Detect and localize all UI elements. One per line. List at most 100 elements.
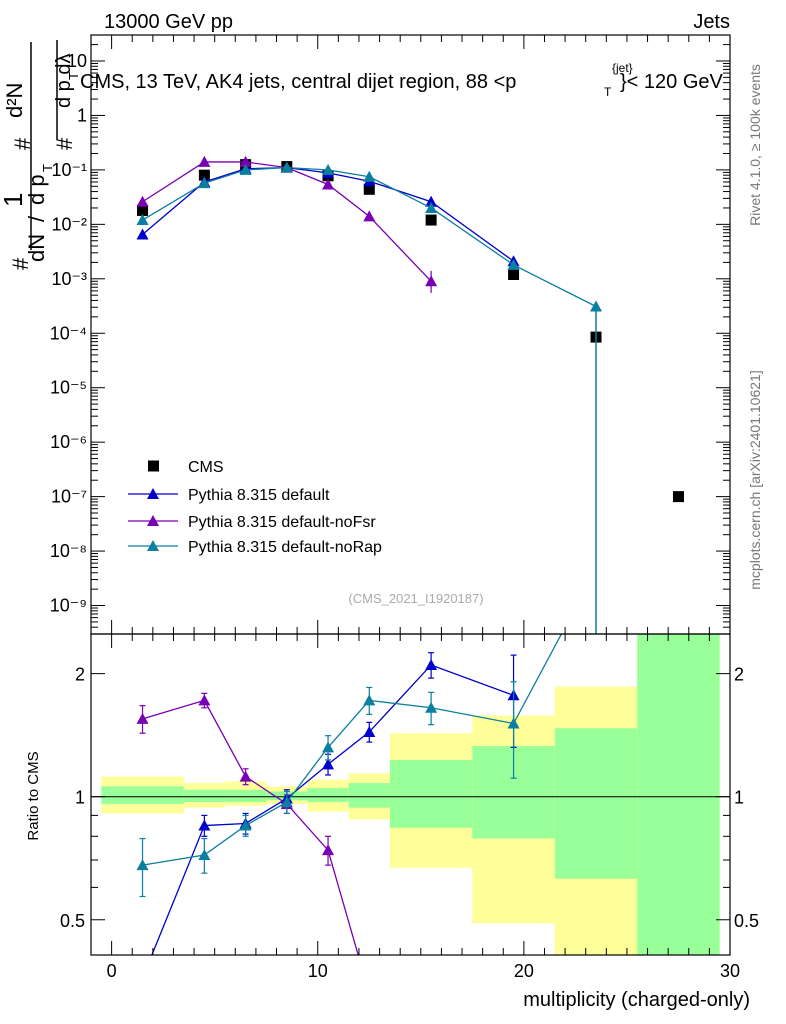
ratio-y-tick-label-right: 0.5 bbox=[734, 911, 759, 931]
legend-marker-data bbox=[148, 460, 159, 472]
noFsr-main-marker-4 bbox=[322, 178, 335, 190]
noFsr-main-marker-2 bbox=[239, 155, 252, 167]
main-y-tick-label: 10⁻³ bbox=[51, 269, 87, 289]
legend-label-data: CMS bbox=[188, 459, 224, 476]
ratio-panel-frame bbox=[90, 633, 731, 956]
noRap-ratio-marker-0 bbox=[136, 859, 149, 871]
mcplots-source-note: mcplots.cern.ch [arXiv:2401.10621] bbox=[747, 370, 763, 589]
noRap-main-marker-1 bbox=[198, 177, 211, 189]
title-main: CMS, 13 TeV, AK4 jets, central dijet reg… bbox=[80, 71, 516, 93]
noRap-main-marker-5 bbox=[363, 170, 376, 182]
noRap-main-marker-2 bbox=[239, 163, 252, 175]
legend-marker-noRap bbox=[147, 540, 159, 551]
analysis-watermark: (CMS_2021_I1920187) bbox=[348, 591, 483, 606]
main-panel-frame bbox=[90, 34, 731, 635]
main-y-tick-label: 10⁻² bbox=[51, 214, 87, 234]
noRap-main-marker-0 bbox=[136, 214, 149, 226]
noRap-ratio-marker-7 bbox=[507, 717, 520, 729]
y-label-dN: dN bbox=[24, 234, 49, 262]
noRap-main-marker-6 bbox=[425, 201, 438, 213]
ratio-y-tick-label-left: 0.5 bbox=[60, 911, 85, 931]
title-suffix: }< 120 GeV bbox=[620, 71, 724, 93]
main-y-tick-label: 1 bbox=[77, 105, 87, 125]
legend-label-noFsr: Pythia 8.315 default-noFsr bbox=[188, 514, 376, 531]
main-y-tick-label: 10⁻⁸ bbox=[50, 541, 87, 561]
noRap-main-marker-7 bbox=[507, 258, 520, 270]
noRap-ratio-marker-2 bbox=[239, 819, 252, 831]
noFsr-main-line bbox=[142, 161, 432, 282]
header-left: 13000 GeV pp bbox=[104, 11, 233, 33]
band-inner-bin-0 bbox=[101, 786, 184, 804]
rivet-version-note: Rivet 4.1.0, ≥ 100k events bbox=[747, 64, 763, 226]
noFsr-ratio-marker-2 bbox=[239, 770, 252, 782]
band-inner-bin-2 bbox=[224, 789, 267, 803]
main-y-tick-label: 10 bbox=[67, 51, 87, 71]
legend-label-noRap: Pythia 8.315 default-noRap bbox=[188, 539, 382, 556]
band-inner-bin-6 bbox=[389, 759, 473, 828]
main-y-tick-label: 10⁻⁵ bbox=[50, 378, 87, 398]
noRap-main-marker-3 bbox=[280, 161, 293, 173]
ratio-uncertainty-bands bbox=[101, 634, 720, 955]
noRap-ratio-marker-6 bbox=[425, 701, 438, 713]
y-label-dp: d p bbox=[24, 174, 49, 205]
noRap-ratio-marker-1 bbox=[198, 849, 211, 861]
noFsr-ratio-marker-0 bbox=[136, 712, 149, 724]
cms-data-point-7 bbox=[508, 268, 520, 280]
default-ratio-marker-1 bbox=[198, 819, 211, 831]
ratio-y-tick-label-left: 2 bbox=[75, 665, 85, 685]
ratio-y-axis-ticks: 2 2 1 1 0.5 0.5 bbox=[60, 665, 759, 931]
noFsr-main-marker-5 bbox=[363, 210, 376, 222]
title-subscript: T bbox=[604, 85, 612, 99]
y-label-one: 1 bbox=[0, 193, 28, 207]
cms-data-point-1 bbox=[198, 169, 210, 181]
noRap-ratio-marker-4 bbox=[322, 741, 335, 753]
main-y-tick-label: 10⁻⁴ bbox=[50, 323, 87, 343]
x-axis-ticks: 0 10 20 30 bbox=[90, 35, 740, 981]
default-ratio-marker-6 bbox=[425, 658, 438, 670]
main-y-axis-ticks: 10 1 10⁻¹ 10⁻² 10⁻³ 10⁻⁴ 10⁻⁵ 10⁻⁶ 10⁻⁷ 10⁻⁸ 10⁻⁹ bbox=[50, 44, 730, 635]
panel-frames bbox=[90, 34, 731, 956]
cms-data-point-5 bbox=[363, 183, 375, 195]
default-ratio-marker-5 bbox=[363, 725, 376, 737]
default-main-line bbox=[142, 166, 514, 262]
ratio-y-tick-label-right: 1 bbox=[734, 788, 744, 808]
band-inner-bin-9 bbox=[637, 634, 720, 955]
noRap-ratio-marker-3 bbox=[280, 796, 293, 808]
main-y-tick-label: 10⁻⁹ bbox=[50, 596, 87, 616]
legend-marker-noFsr bbox=[147, 515, 159, 526]
y-label-d2N: d²N bbox=[2, 83, 27, 118]
main-y-tick-label: 10⁻⁷ bbox=[51, 487, 87, 507]
default-main-marker-6 bbox=[425, 195, 438, 207]
default-ratio-marker-4 bbox=[322, 758, 335, 770]
x-axis-label: multiplicity (charged-only) bbox=[523, 989, 750, 1011]
y-label-hash-3: # bbox=[52, 137, 77, 150]
title-superscript: {jet} bbox=[612, 61, 633, 75]
header-right: Jets bbox=[693, 11, 730, 33]
band-inner-bin-4 bbox=[307, 788, 349, 803]
noFsr-ratio-line bbox=[142, 699, 359, 955]
noRap-main-marker-4 bbox=[322, 163, 335, 175]
legend-label-default: Pythia 8.315 default bbox=[188, 487, 330, 504]
y-label-dpdl: d p dλ bbox=[53, 54, 75, 108]
y-label-pt-subscript-2: T bbox=[66, 72, 81, 80]
main-series-layer bbox=[136, 155, 684, 634]
cms-data-point-9 bbox=[672, 491, 684, 503]
ratio-series-layer bbox=[136, 634, 563, 955]
x-tick-label: 20 bbox=[514, 961, 534, 981]
y-label-hash-2: # bbox=[10, 137, 35, 150]
plot-title: CMS, 13 TeV, AK4 jets, central dijet reg… bbox=[80, 61, 724, 99]
cms-data-point-6 bbox=[425, 214, 437, 226]
default-ratio-line bbox=[151, 664, 514, 955]
band-inner-bin-8 bbox=[554, 728, 638, 879]
main-y-axis-label: # 1 dN / d p T # d²N # d p dλ T bbox=[0, 54, 81, 270]
band-inner-bin-5 bbox=[348, 783, 390, 808]
x-tick-label: 0 bbox=[107, 961, 117, 981]
y-label-slash: / bbox=[24, 215, 49, 222]
ratio-y-axis-label: Ratio to CMS bbox=[25, 751, 42, 840]
noFsr-ratio-marker-4 bbox=[322, 844, 335, 856]
y-label-hash-1: # bbox=[8, 257, 33, 270]
noFsr-main-marker-1 bbox=[198, 155, 211, 167]
y-label-pt-subscript: T bbox=[40, 164, 55, 172]
x-tick-label: 10 bbox=[308, 961, 328, 981]
